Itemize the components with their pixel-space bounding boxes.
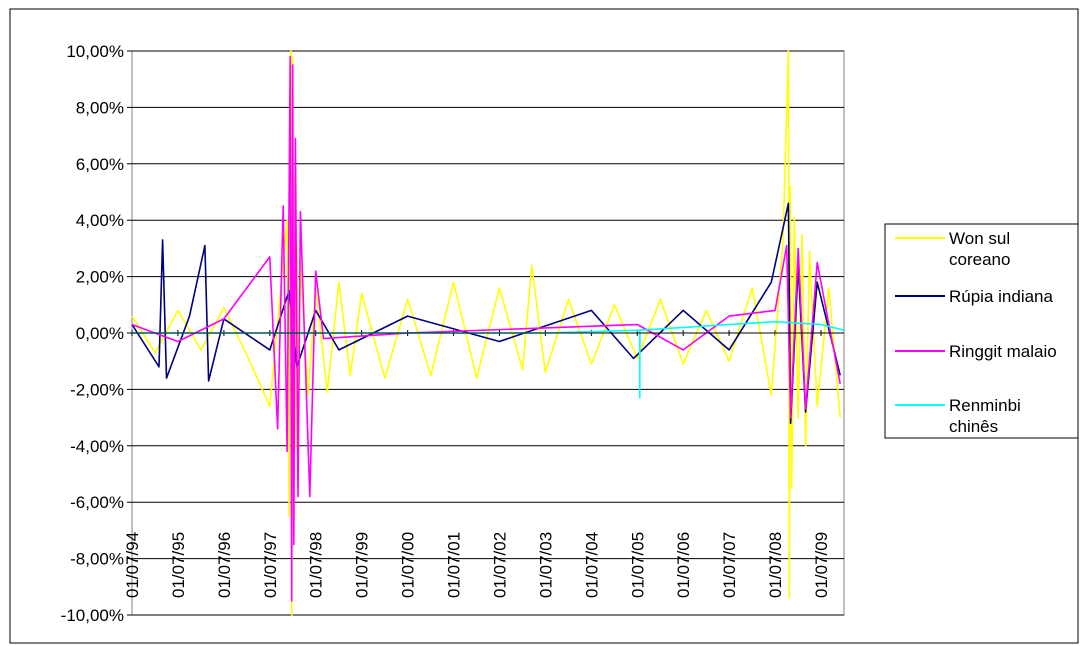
x-tick-label: 01/07/02 <box>490 532 509 598</box>
x-tick-label: 01/07/08 <box>766 532 785 598</box>
x-tick-label: 01/07/07 <box>720 532 739 598</box>
x-tick-label: 01/07/97 <box>261 532 280 598</box>
legend-label-1: Won sul coreano <box>949 229 1010 269</box>
y-tick-label: -2,00% <box>70 380 124 399</box>
legend-label-4: Renminbi chinês <box>949 396 1021 436</box>
y-tick-label: -4,00% <box>70 437 124 456</box>
x-tick-label: 01/07/99 <box>353 532 372 598</box>
y-tick-label: 8,00% <box>76 98 124 117</box>
legend-box <box>884 223 1079 439</box>
x-tick-label: 01/07/01 <box>445 532 464 598</box>
gridlines <box>127 50 844 616</box>
x-tick-label: 01/07/95 <box>169 532 188 598</box>
y-tick-label: -6,00% <box>70 493 124 512</box>
y-tick-label: 2,00% <box>76 268 124 287</box>
y-tick-label: 10,00% <box>66 42 124 61</box>
y-tick-label: -10,00% <box>61 606 124 625</box>
x-tick-label: 01/07/04 <box>582 532 601 598</box>
x-tick-label: 01/07/05 <box>628 532 647 598</box>
x-tick-label: 01/07/96 <box>215 532 234 598</box>
y-tick-label: 6,00% <box>76 155 124 174</box>
x-tick-label: 01/07/03 <box>536 532 555 598</box>
x-tick-label: 01/07/09 <box>812 532 831 598</box>
x-axis-tick-labels: 01/07/94 01/07/95 01/07/96 01/07/97 01/07/98… <box>123 330 831 598</box>
legend-label-3: Ringgit malaio <box>949 342 1057 361</box>
series-line-3 <box>131 55 841 602</box>
series-lines <box>131 50 845 616</box>
legend: Won sul coreano Rúpia indiana Ringgit malai… <box>884 223 1079 439</box>
y-tick-label: 0,00% <box>76 324 124 343</box>
x-tick-label: 01/07/00 <box>399 532 418 598</box>
x-tick-label: 01/07/94 <box>123 532 142 598</box>
x-tick-label: 01/07/06 <box>674 532 693 598</box>
y-tick-label: -8,00% <box>70 550 124 569</box>
legend-label-2: Rúpia indiana <box>949 287 1054 306</box>
x-tick-label: 01/07/98 <box>307 532 326 598</box>
y-tick-label: 4,00% <box>76 211 124 230</box>
y-axis-tick-labels: 10,00% 8,00% 6,00% 4,00% 2,00% 0,00% -2,00% -4,… <box>61 42 124 625</box>
